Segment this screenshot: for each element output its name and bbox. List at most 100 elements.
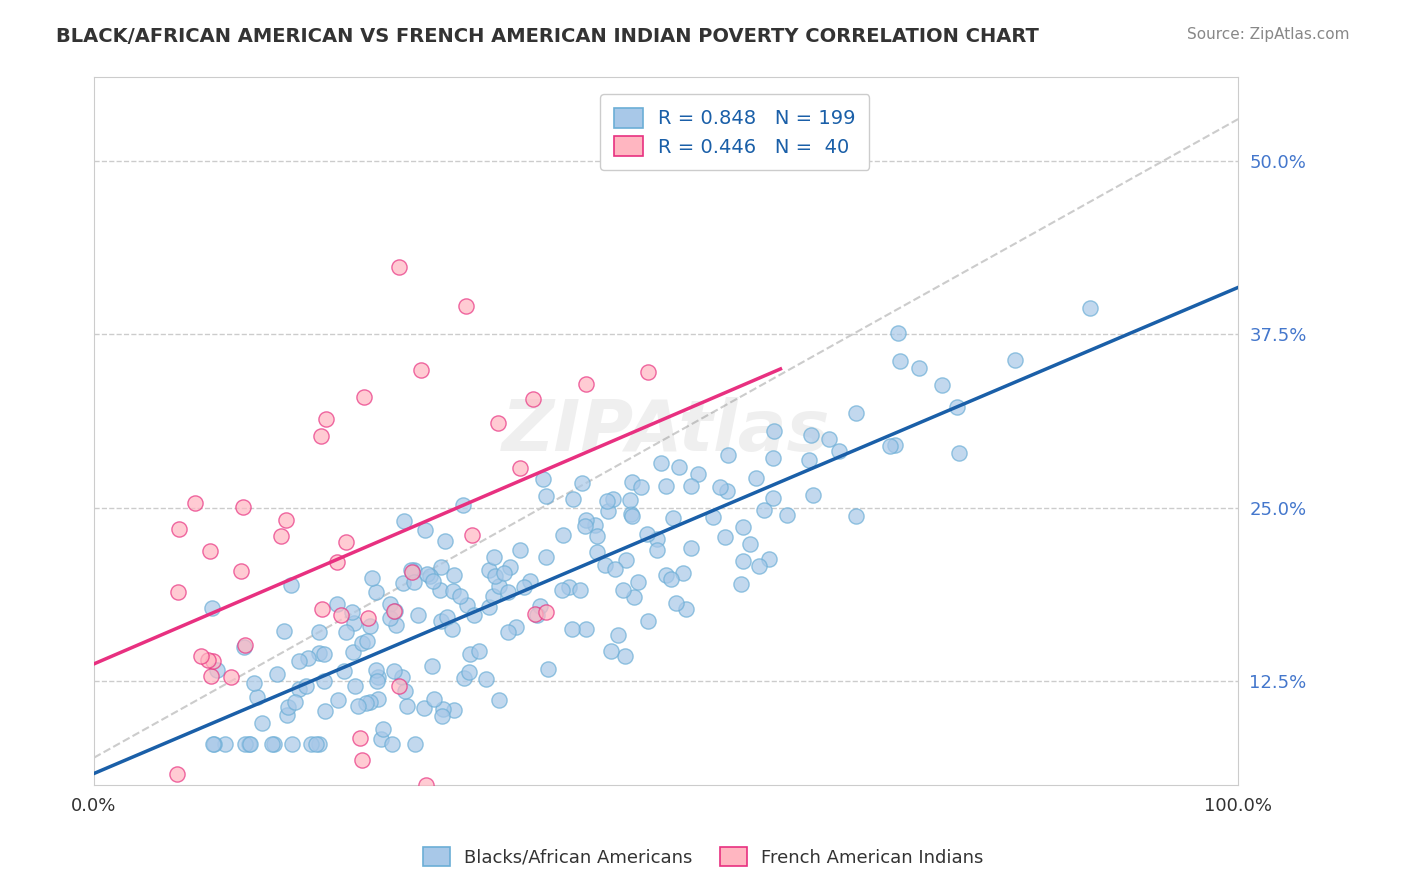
- Point: [166, 767, 188, 781]
- Point: [434, 533, 457, 548]
- Point: [529, 599, 551, 614]
- Point: [391, 670, 413, 684]
- Point: [534, 489, 557, 503]
- Point: [245, 690, 267, 705]
- Point: [315, 411, 337, 425]
- Point: [681, 479, 703, 493]
- Point: [266, 666, 288, 681]
- Point: [607, 628, 630, 642]
- Point: [800, 428, 823, 442]
- Point: [887, 326, 910, 341]
- Point: [394, 683, 416, 698]
- Point: [422, 691, 444, 706]
- Point: [297, 651, 319, 665]
- Point: [614, 553, 637, 567]
- Point: [388, 260, 411, 274]
- Point: [233, 638, 256, 652]
- Point: [388, 679, 411, 693]
- Point: [619, 493, 641, 508]
- Point: [621, 475, 644, 489]
- Point: [357, 611, 380, 625]
- Point: [432, 708, 454, 723]
- Point: [408, 608, 430, 623]
- Point: [1004, 353, 1026, 368]
- Point: [731, 554, 754, 568]
- Point: [908, 360, 931, 375]
- Point: [233, 737, 256, 751]
- Point: [537, 662, 560, 676]
- Point: [350, 753, 373, 767]
- Point: [801, 488, 824, 502]
- Point: [366, 663, 388, 677]
- Point: [353, 390, 375, 404]
- Point: [478, 563, 501, 577]
- Point: [519, 574, 541, 588]
- Point: [561, 491, 583, 506]
- Point: [568, 583, 591, 598]
- Point: [305, 737, 328, 751]
- Point: [551, 528, 574, 542]
- Point: [509, 543, 531, 558]
- Point: [612, 583, 634, 598]
- Point: [441, 583, 464, 598]
- Point: [709, 480, 731, 494]
- Point: [702, 509, 724, 524]
- Point: [239, 737, 262, 751]
- Point: [482, 589, 505, 603]
- Point: [413, 523, 436, 537]
- Point: [574, 518, 596, 533]
- Point: [484, 549, 506, 564]
- Point: [281, 737, 304, 751]
- Point: [486, 416, 509, 430]
- Point: [884, 438, 907, 452]
- Point: [402, 575, 425, 590]
- Point: [758, 552, 780, 566]
- Point: [463, 608, 485, 623]
- Point: [451, 498, 474, 512]
- Point: [586, 529, 609, 543]
- Point: [845, 406, 868, 420]
- Point: [401, 565, 423, 579]
- Point: [443, 703, 465, 717]
- Point: [453, 671, 475, 685]
- Point: [404, 737, 426, 751]
- Point: [422, 574, 444, 589]
- Point: [478, 600, 501, 615]
- Point: [284, 695, 307, 709]
- Point: [350, 636, 373, 650]
- Point: [449, 589, 471, 603]
- Point: [356, 634, 378, 648]
- Point: [416, 566, 439, 581]
- Point: [645, 533, 668, 547]
- Point: [534, 549, 557, 564]
- Point: [619, 507, 641, 521]
- Point: [332, 664, 354, 678]
- Point: [586, 545, 609, 559]
- Text: ZIPAtlas: ZIPAtlas: [502, 397, 831, 466]
- Point: [672, 566, 695, 580]
- Point: [436, 609, 458, 624]
- Point: [197, 653, 219, 667]
- Point: [299, 737, 322, 751]
- Point: [665, 596, 688, 610]
- Point: [326, 555, 349, 569]
- Point: [354, 696, 377, 710]
- Point: [167, 584, 190, 599]
- Point: [467, 644, 489, 658]
- Point: [531, 472, 554, 486]
- Point: [419, 569, 441, 583]
- Point: [415, 779, 437, 793]
- Point: [496, 584, 519, 599]
- Point: [738, 537, 761, 551]
- Point: [675, 601, 697, 615]
- Point: [946, 400, 969, 414]
- Point: [661, 511, 683, 525]
- Point: [681, 541, 703, 555]
- Text: Source: ZipAtlas.com: Source: ZipAtlas.com: [1187, 27, 1350, 42]
- Point: [714, 530, 737, 544]
- Point: [650, 456, 672, 470]
- Point: [335, 534, 357, 549]
- Point: [391, 575, 413, 590]
- Point: [287, 654, 309, 668]
- Point: [349, 731, 371, 745]
